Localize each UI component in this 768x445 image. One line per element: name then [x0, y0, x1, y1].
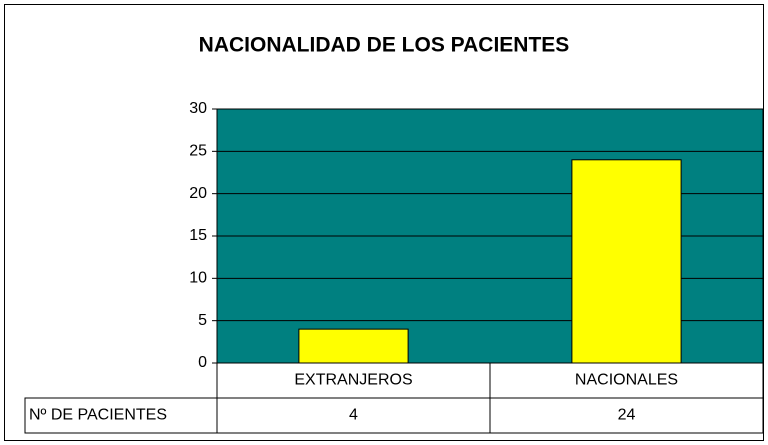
y-tick-label: 10 — [189, 270, 207, 287]
x-tick-label: NACIONALES — [575, 372, 678, 389]
y-tick-label: 25 — [189, 143, 207, 160]
table-row — [24, 397, 764, 434]
y-tick-label: 0 — [198, 354, 207, 371]
y-tick-label: 5 — [198, 312, 207, 329]
table-value: 4 — [349, 407, 358, 424]
table-value: 24 — [618, 407, 636, 424]
y-tick-label: 30 — [189, 100, 207, 117]
y-tick-label: 20 — [189, 185, 207, 202]
y-tick-label: 15 — [189, 227, 207, 244]
bar — [571, 159, 682, 364]
bar — [298, 328, 409, 364]
legend-label: Nº DE PACIENTES — [29, 407, 167, 424]
chart-title: NACIONALIDAD DE LOS PACIENTES — [199, 34, 570, 57]
x-tick-label: EXTRANJEROS — [294, 372, 412, 389]
